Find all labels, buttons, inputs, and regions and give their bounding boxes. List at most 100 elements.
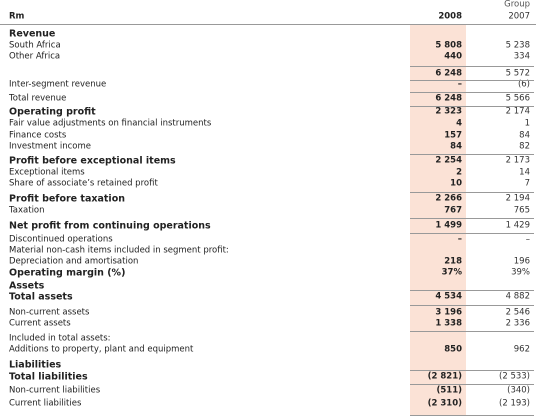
row-label: Current assets: [9, 318, 71, 329]
row-label: Profit before taxation: [9, 193, 125, 205]
value-2008: (2 821): [427, 371, 462, 382]
value-2008: 767: [444, 205, 462, 216]
value-2007: 2 194: [505, 193, 530, 204]
row-label: Taxation: [9, 205, 45, 216]
row-label: Total liabilities: [9, 371, 88, 383]
value-2007: 962: [513, 344, 530, 355]
row-label: Total assets: [9, 291, 73, 303]
value-2008: 157: [444, 130, 462, 141]
row-label: Other Africa: [9, 51, 61, 62]
row-label: Non-current assets: [9, 307, 90, 318]
value-2007: 5 238: [505, 40, 530, 51]
total-rule: [410, 218, 534, 219]
total-rule: [410, 92, 534, 93]
value-2008: 850: [444, 344, 462, 355]
value-2007: 2 173: [505, 155, 530, 166]
row-label: South Africa: [9, 40, 61, 51]
row-label: Finance costs: [9, 130, 67, 141]
value-2007: –: [525, 234, 530, 245]
row-label: Additions to property, plant and equipme…: [9, 344, 194, 355]
value-2007: 1 429: [505, 220, 530, 231]
row-label: Net profit from continuing operations: [9, 220, 211, 232]
value-2007: 5 566: [505, 93, 530, 104]
value-2008: 4 534: [435, 291, 462, 302]
row-label: Assets: [9, 280, 45, 292]
value-2008: 218: [444, 256, 462, 267]
value-2007: (6): [517, 79, 530, 90]
value-2007: 196: [513, 256, 530, 267]
value-2008: 2 266: [435, 193, 462, 204]
unit-heading: Rm: [9, 11, 25, 22]
row-label: Discontinued operations: [9, 234, 113, 245]
value-2007: 2 546: [505, 307, 530, 318]
value-2008: 2 254: [435, 155, 462, 166]
value-2007: 2 336: [505, 318, 530, 329]
value-2007: (2 193): [499, 398, 530, 409]
value-2008: 3 196: [435, 307, 462, 318]
row-label: Investment income: [9, 141, 91, 152]
value-2008: 2 323: [435, 106, 462, 117]
value-2007: 1: [524, 118, 530, 129]
value-2007: 334: [513, 51, 530, 62]
value-2007: 84: [519, 130, 530, 141]
value-2007: 14: [519, 167, 530, 178]
value-2007: 5 572: [505, 68, 530, 79]
row-label: Non-current liabilities: [9, 385, 101, 396]
value-2008: 1 499: [435, 220, 462, 231]
total-rule: [410, 290, 534, 291]
value-2007: 4 882: [505, 291, 530, 302]
row-label: Liabilities: [9, 359, 62, 371]
value-2007: 2 174: [505, 106, 530, 117]
group-heading: Group: [504, 0, 530, 10]
header-rule: [0, 24, 536, 25]
value-2008: 6 248: [435, 93, 462, 104]
value-2008: 37%: [441, 267, 462, 278]
value-2008: 5 808: [435, 40, 462, 51]
total-rule: [410, 331, 534, 332]
column-shade: [410, 24, 466, 415]
total-rule: [410, 233, 534, 234]
total-rule: [410, 384, 534, 385]
value-2008: 6 248: [435, 68, 462, 79]
value-2008: –: [457, 79, 462, 90]
total-rule: [410, 192, 534, 193]
row-label: Operating margin (%): [9, 267, 126, 279]
total-rule: [410, 370, 534, 371]
value-2008: 440: [444, 51, 462, 62]
row-label: Included in total assets:: [9, 333, 111, 344]
value-2008: 84: [450, 141, 462, 152]
total-rule: [410, 415, 534, 416]
value-2008: 4: [456, 118, 462, 129]
row-label: Operating profit: [9, 106, 96, 118]
value-2007: (340): [507, 385, 530, 396]
value-2008: 10: [450, 178, 462, 189]
row-label: Share of associate’s retained profit: [9, 178, 158, 189]
value-2008: –: [457, 234, 462, 245]
row-label: Total revenue: [9, 93, 67, 104]
row-label: Depreciation and amortisation: [9, 256, 139, 267]
row-label: Fair value adjustments on financial inst…: [9, 118, 212, 129]
row-label: Material non-cash items included in segm…: [9, 245, 229, 256]
value-2007: 39%: [511, 267, 530, 278]
value-2007: 7: [524, 178, 530, 189]
value-2007: 765: [513, 205, 530, 216]
year-heading: 2008: [438, 11, 462, 22]
value-2008: (511): [436, 385, 462, 396]
value-2008: 2: [456, 167, 462, 178]
row-label: Revenue: [9, 28, 56, 40]
value-2007: (2 533): [499, 371, 530, 382]
total-rule: [410, 80, 534, 81]
row-label: Profit before exceptional items: [9, 155, 176, 167]
row-label: Current liabilities: [9, 398, 82, 409]
total-rule: [410, 106, 534, 107]
value-2008: 1 338: [435, 318, 462, 329]
value-2008: (2 310): [427, 398, 462, 409]
value-2007: 82: [519, 141, 530, 152]
total-rule: [410, 305, 534, 306]
row-label: Inter-segment revenue: [9, 79, 107, 90]
total-rule: [410, 154, 534, 155]
row-label: Exceptional items: [9, 167, 85, 178]
year-heading: 2007: [508, 11, 530, 22]
total-rule: [410, 66, 534, 67]
